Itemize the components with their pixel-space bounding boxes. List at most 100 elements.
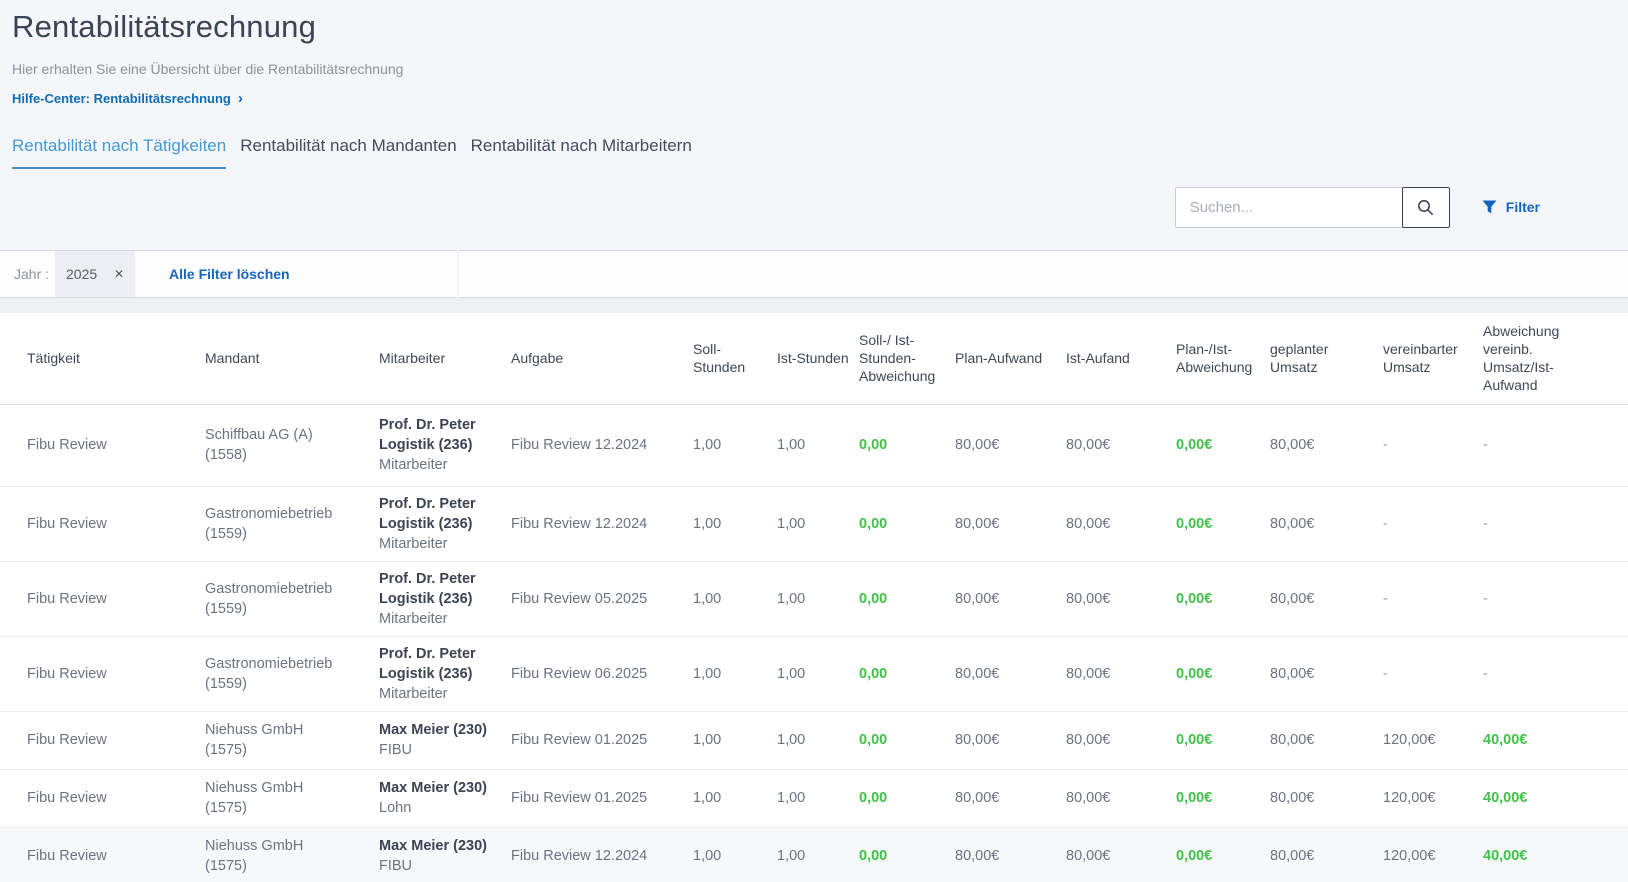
cell-geplanter_umsatz: 80,00€ [1270, 826, 1383, 882]
cell-plan_aufwand: 80,00€ [955, 710, 1066, 769]
cell-soll_ist_abweichung: 0,00 [859, 403, 955, 486]
cell-soll_ist_abweichung: 0,00 [859, 635, 955, 711]
cell-mitarbeiter: Max Meier (230) FIBU [379, 710, 511, 769]
filter-button-label: Filter [1505, 199, 1540, 215]
cell-ist_aufwand: 80,00€ [1066, 768, 1176, 827]
cell-soll_stunden: 1,00 [693, 485, 777, 561]
cell-plan_aufwand: 80,00€ [955, 485, 1066, 561]
cell-taetigkeit: Fibu Review [0, 710, 205, 769]
cell-plan_aufwand: 80,00€ [955, 635, 1066, 711]
tab-rentabilitaet-nach-taetigkeiten[interactable]: Rentabilität nach Tätigkeiten [12, 136, 227, 169]
cell-aufgabe: Fibu Review 12.2024 [511, 485, 693, 561]
cell-aufgabe: Fibu Review 12.2024 [511, 403, 693, 486]
cell-ist_stunden: 1,00 [777, 710, 859, 769]
cell-soll_ist_abweichung: 0,00 [859, 710, 955, 769]
cell-geplanter_umsatz: 80,00€ [1270, 768, 1383, 827]
clear-all-filters-link[interactable]: Alle Filter löschen [169, 266, 290, 282]
cell-mitarbeiter: Prof. Dr. Peter Logistik (236) Mitarbeite… [379, 635, 511, 711]
cell-ist_aufwand: 80,00€ [1066, 485, 1176, 561]
page-header: Rentabilitätsrechnung Hier erhalten Sie … [0, 0, 1628, 228]
table-row[interactable]: Fibu Review Niehuss GmbH (1575) Max Meier … [0, 826, 1628, 882]
section-divider [0, 298, 1628, 313]
filter-button[interactable]: Filter [1482, 199, 1540, 215]
table-row[interactable]: Fibu Review Schiffbau AG (A) (1558) Prof. … [0, 403, 1628, 486]
cell-mandant: Niehuss GmbH (1575) [205, 768, 379, 827]
table-row[interactable]: Fibu Review Niehuss GmbH (1575) Max Meier … [0, 768, 1628, 827]
cell-abweichung_vereinb: - [1483, 635, 1628, 711]
cell-mandant: Niehuss GmbH (1575) [205, 826, 379, 882]
filter-chip-jahr-2025[interactable]: 2025 ✕ [55, 251, 136, 297]
profitability-table: Tätigkeit Mandant Mitarbeiter Aufgabe Soll-S… [0, 313, 1628, 882]
employee-role: Mitarbeiter [379, 685, 448, 702]
cell-vereinbarter_umsatz: 120,00€ [1383, 826, 1483, 882]
cell-vereinbarter_umsatz: - [1383, 485, 1483, 561]
employee-role: FIBU [379, 742, 413, 758]
search-button[interactable] [1401, 186, 1450, 228]
help-center-link-label: Hilfe-Center: Rentabilitätsrechnung [12, 91, 231, 106]
table-row[interactable]: Fibu Review Gastronomiebetrieb (1559) Prof… [0, 635, 1628, 711]
cell-abweichung_vereinb: - [1483, 560, 1628, 636]
cell-plan_ist_abweichung: 0,00€ [1176, 485, 1270, 561]
employee-name: Max Meier (230) [379, 780, 487, 796]
column-header-taetigkeit: Tätigkeit [27, 350, 80, 367]
table-row[interactable]: Fibu Review Gastronomiebetrieb (1559) Prof… [0, 560, 1628, 636]
filter-field-label: Jahr : [14, 266, 50, 282]
cell-taetigkeit: Fibu Review [0, 826, 205, 882]
employee-name: Prof. Dr. Peter Logistik (236) [379, 645, 476, 682]
tab-rentabilitaet-nach-mandanten[interactable]: Rentabilität nach Mandanten [240, 136, 457, 155]
employee-name: Max Meier (230) [379, 722, 487, 738]
cell-mitarbeiter: Prof. Dr. Peter Logistik (236) Mitarbeite… [379, 403, 511, 486]
employee-role: Mitarbeiter [379, 610, 448, 627]
cell-taetigkeit: Fibu Review [0, 485, 205, 561]
cell-plan_ist_abweichung: 0,00€ [1176, 826, 1270, 882]
remove-filter-icon[interactable]: ✕ [113, 267, 125, 281]
page-subtitle: Hier erhalten Sie eine Übersicht über di… [12, 61, 404, 77]
search-row: Filter [12, 186, 1628, 228]
cell-abweichung_vereinb: 40,00€ [1483, 826, 1628, 882]
cell-geplanter_umsatz: 80,00€ [1270, 485, 1383, 561]
cell-vereinbarter_umsatz: 120,00€ [1383, 768, 1483, 827]
employee-name: Prof. Dr. Peter Logistik (236) [379, 570, 476, 607]
cell-plan_ist_abweichung: 0,00€ [1176, 403, 1270, 486]
cell-mandant: Gastronomiebetrieb (1559) [205, 485, 379, 561]
cell-mitarbeiter: Prof. Dr. Peter Logistik (236) Mitarbeite… [379, 560, 511, 636]
column-header-geplanter_umsatz: geplanter Umsatz [1270, 341, 1329, 376]
search-group [1174, 186, 1450, 228]
cell-soll_stunden: 1,00 [693, 560, 777, 636]
cell-mandant: Niehuss GmbH (1575) [205, 710, 379, 769]
table-row[interactable]: Fibu Review Niehuss GmbH (1575) Max Meier … [0, 710, 1628, 769]
cell-plan_ist_abweichung: 0,00€ [1176, 560, 1270, 636]
table-row[interactable]: Fibu Review Gastronomiebetrieb (1559) Prof… [0, 485, 1628, 561]
help-center-link[interactable]: Hilfe-Center: Rentabilitätsrechnung › [12, 89, 243, 107]
column-header-abweichung_vereinb: Abweichung vereinb. Umsatz/Ist- Aufwand [1483, 323, 1560, 394]
applied-filters-section: Jahr : 2025 ✕ Alle Filter löschen [0, 250, 457, 298]
cell-ist_stunden: 1,00 [777, 635, 859, 711]
cell-ist_stunden: 1,00 [777, 560, 859, 636]
cell-soll_stunden: 1,00 [693, 403, 777, 486]
search-input[interactable] [1174, 186, 1403, 228]
cell-mandant: Schiffbau AG (A) (1558) [205, 403, 379, 486]
chevron-right-icon: › [237, 89, 243, 107]
cell-soll_stunden: 1,00 [693, 826, 777, 882]
cell-soll_ist_abweichung: 0,00 [859, 485, 955, 561]
column-header-plan_aufwand: Plan-Aufwand [955, 350, 1043, 367]
cell-ist_aufwand: 80,00€ [1066, 826, 1176, 882]
profitability-table-container: Tätigkeit Mandant Mitarbeiter Aufgabe Soll-S… [0, 313, 1628, 882]
employee-name: Max Meier (230) [379, 838, 487, 855]
cell-aufgabe: Fibu Review 01.2025 [511, 710, 693, 769]
column-header-plan_ist_abweichung: Plan-/Ist-Abweichung [1176, 341, 1253, 376]
column-header-ist_aufwand: Ist-Aufand [1066, 350, 1130, 367]
cell-abweichung_vereinb: - [1483, 485, 1628, 561]
employee-role: Mitarbeiter [379, 535, 448, 552]
cell-mandant: Gastronomiebetrieb (1559) [205, 560, 379, 636]
cell-mitarbeiter: Max Meier (230) FIBU [379, 826, 511, 882]
cell-taetigkeit: Fibu Review [0, 403, 205, 486]
cell-taetigkeit: Fibu Review [0, 768, 205, 827]
cell-aufgabe: Fibu Review 06.2025 [511, 635, 693, 711]
cell-mitarbeiter: Max Meier (230) Lohn [379, 768, 511, 827]
employee-name: Prof. Dr. Peter Logistik (236) [379, 417, 476, 453]
tab-rentabilitaet-nach-mitarbeitern[interactable]: Rentabilität nach Mitarbeitern [470, 136, 692, 155]
cell-vereinbarter_umsatz: - [1383, 403, 1483, 486]
cell-mandant: Gastronomiebetrieb (1559) [205, 635, 379, 711]
cell-plan_aufwand: 80,00€ [955, 768, 1066, 827]
